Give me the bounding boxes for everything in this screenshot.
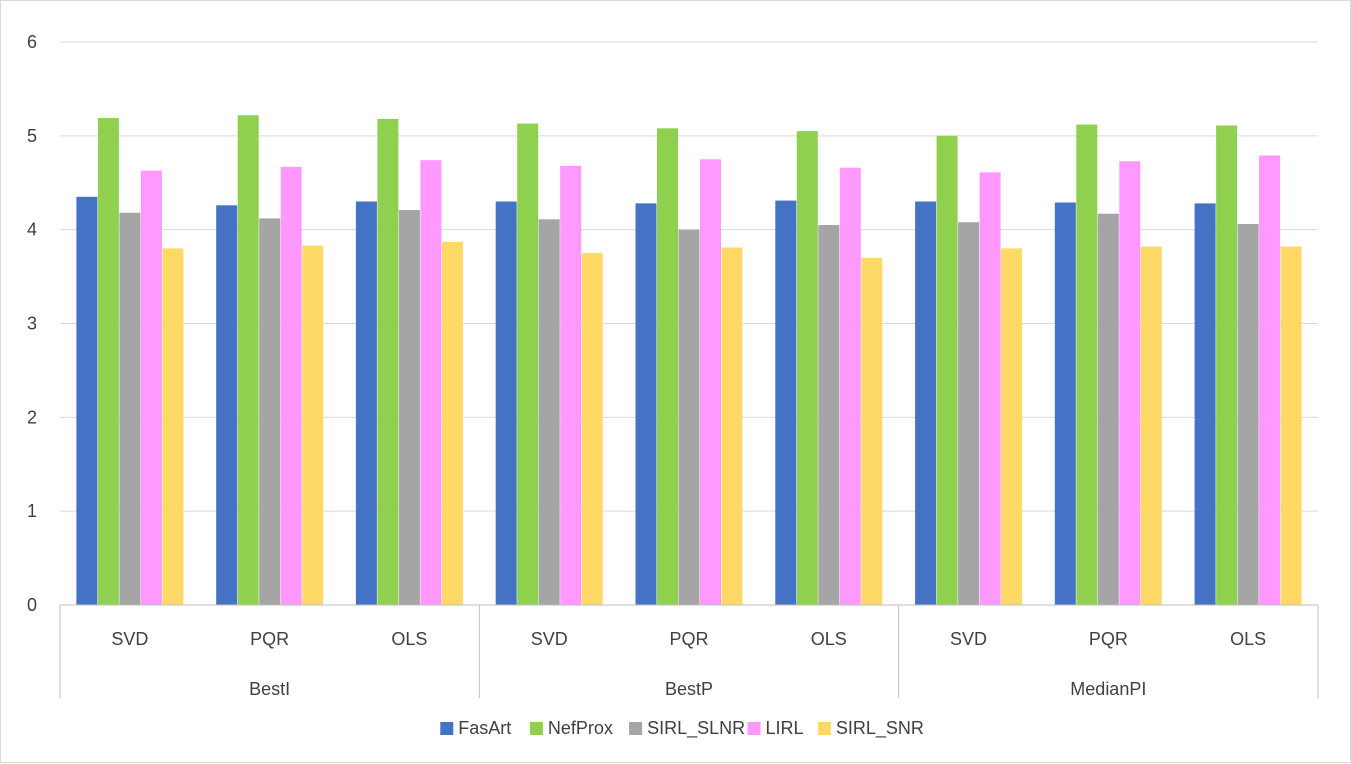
bars [76, 115, 1302, 606]
bar-sirl-snr [721, 247, 743, 605]
bar-lirl [700, 159, 721, 606]
x-axis: SVD PQR OLS SVD PQR OLS SVD PQR OLS BestI BestP Med… [59, 604, 1319, 699]
legend-label: LIRL [766, 718, 804, 738]
y-tick-label: 0 [27, 595, 37, 615]
bar-nefprox [377, 118, 399, 606]
bar-nefprox [237, 115, 259, 605]
bar-nefprox [517, 123, 539, 605]
legend-label: SIRL_SLNR [647, 718, 745, 739]
x-category-label: PQR [669, 629, 708, 649]
bar-sirl-slnr [1237, 224, 1259, 605]
y-tick-label: 6 [27, 32, 37, 52]
bar-sirl-snr [441, 241, 463, 605]
bar-sirl-snr [302, 245, 324, 605]
legend-swatch [817, 722, 831, 735]
x-category-label: OLS [1230, 629, 1266, 649]
x-category-label: OLS [811, 629, 847, 649]
bar-sirl-slnr [538, 219, 560, 606]
bar-sirl-slnr [958, 222, 980, 605]
bar-lirl [1259, 155, 1281, 605]
bar-sirl-slnr [259, 218, 281, 605]
bar-nefprox [1076, 124, 1098, 605]
bar-sirl-snr [861, 257, 883, 605]
bar-sirl-slnr [119, 212, 141, 606]
bar-lirl [140, 170, 162, 605]
bar-sirl-slnr [398, 210, 420, 605]
x-category-label: SVD [111, 629, 148, 649]
bar-fasart [216, 205, 238, 606]
x-category-label: OLS [391, 629, 427, 649]
bar-sirl-snr [162, 248, 184, 605]
legend: FasArt NefProx SIRL_SLNR LIRL SIRL_SNR [440, 718, 924, 739]
bar-nefprox [936, 135, 958, 606]
x-group-label: MedianPI [1070, 679, 1146, 699]
y-axis-ticks: 0 1 2 3 4 5 6 [27, 32, 37, 615]
bar-fasart [775, 200, 797, 605]
legend-swatch [529, 722, 543, 735]
x-category-label: PQR [250, 629, 289, 649]
legend-label: FasArt [458, 718, 511, 738]
legend-swatch [747, 722, 761, 735]
bar-lirl [280, 166, 302, 606]
bar-fasart [635, 203, 657, 605]
legend-swatch [629, 722, 643, 735]
legend-label: SIRL_SNR [836, 718, 924, 739]
bar-sirl-slnr [678, 229, 700, 605]
x-group-label: BestI [249, 679, 290, 699]
bar-nefprox [97, 118, 119, 605]
bar-fasart [1054, 202, 1076, 605]
y-tick-label: 2 [27, 407, 37, 427]
bar-fasart [355, 201, 377, 605]
bar-lirl [560, 165, 582, 605]
bar-sirl-slnr [818, 225, 840, 605]
legend-swatch [440, 722, 454, 735]
bar-fasart [76, 196, 98, 606]
legend-label: NefProx [548, 718, 613, 738]
y-tick-label: 1 [27, 501, 37, 521]
bar-nefprox [657, 128, 678, 606]
x-category-label: SVD [950, 629, 987, 649]
y-tick-label: 4 [27, 220, 37, 240]
bar-sirl-snr [1280, 246, 1302, 605]
bar-sirl-snr [1140, 246, 1162, 605]
bar-nefprox [1216, 125, 1238, 605]
bar-nefprox [796, 131, 818, 605]
bar-fasart [495, 201, 517, 605]
bar-sirl-snr [581, 253, 603, 605]
y-tick-label: 3 [27, 314, 37, 334]
x-category-label: SVD [531, 629, 568, 649]
bar-sirl-slnr [1097, 213, 1119, 605]
x-group-label: BestP [665, 679, 713, 699]
y-tick-label: 5 [27, 126, 37, 146]
bar-lirl [979, 172, 1001, 605]
bar-lirl [420, 160, 442, 605]
bar-lirl [1119, 161, 1141, 605]
bar-fasart [915, 201, 937, 605]
bar-sirl-snr [1001, 248, 1023, 605]
bar-fasart [1194, 203, 1216, 605]
x-category-label: PQR [1089, 629, 1128, 649]
bar-lirl [839, 167, 861, 605]
